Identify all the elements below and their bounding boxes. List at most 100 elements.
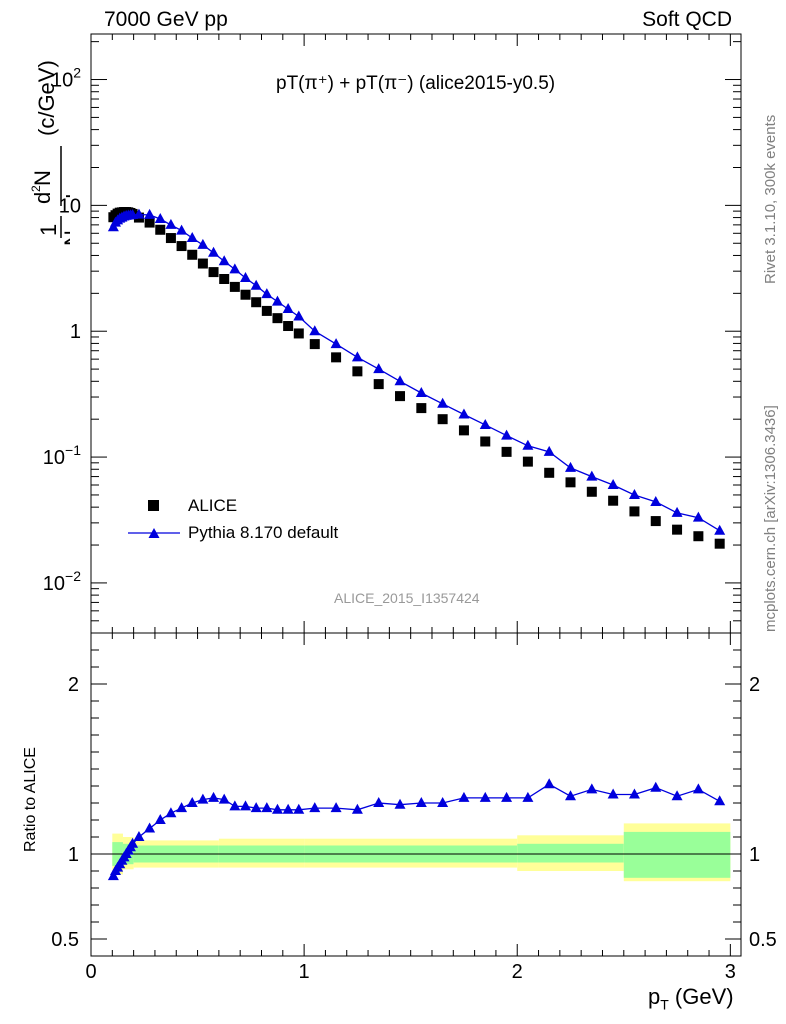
ratio-point-pythia [437, 797, 449, 807]
data-point-pythia [394, 375, 406, 386]
x-axis-label: pT (GeV) [648, 984, 734, 1013]
data-point-alice [283, 321, 294, 332]
data-point-alice [458, 425, 469, 436]
data-point-alice [208, 267, 219, 278]
svg-text:N: N [60, 230, 70, 246]
data-point-pythia [522, 439, 534, 450]
data-point-alice [155, 224, 166, 235]
data-point-pythia [261, 288, 273, 299]
svg-text:N: N [30, 170, 55, 186]
ratio-point-pythia [250, 802, 262, 813]
data-point-alice [165, 233, 176, 244]
legend-label-pythia: Pythia 8.170 default [188, 523, 339, 542]
y-tick-label: 10−2 [43, 568, 81, 595]
ratio-point-pythia [186, 797, 198, 807]
ratio-point-pythia [208, 791, 220, 802]
ratio-point-pythia [671, 790, 683, 801]
ratio-point-pythia [144, 822, 156, 833]
data-point-pythia [154, 212, 166, 223]
y-tick-label: 10−1 [43, 442, 81, 469]
ratio-point-pythia [714, 795, 726, 806]
data-point-pythia [271, 295, 283, 306]
ratio-point-pythia [127, 837, 139, 848]
ratio-point-pythia [309, 802, 321, 813]
ratio-point-pythia [351, 803, 363, 814]
data-point-alice [544, 467, 555, 478]
data-point-alice [608, 495, 619, 506]
data-point-alice [480, 436, 491, 447]
data-point-pythia [714, 524, 726, 535]
svg-text:2: 2 [29, 185, 43, 192]
svg-text:(c/GeV): (c/GeV) [34, 60, 59, 136]
ratio-point-pythia [650, 781, 662, 792]
ratio-y-tick-label-left: 1 [68, 844, 79, 866]
ratio-point-pythia [107, 870, 119, 881]
data-point-alice [629, 506, 640, 517]
ratio-y-tick-label-right: 2 [749, 674, 760, 696]
ratio-point-pythia [229, 800, 241, 811]
data-point-pythia [607, 478, 619, 489]
ratio-point-pythia [218, 793, 230, 804]
x-tick-label: 0 [85, 961, 96, 983]
side-label-bottom: mcplots.cern.ch [arXiv:1306.3436] [762, 405, 779, 632]
header-right: Soft QCD [642, 8, 732, 31]
data-point-alice [219, 273, 230, 284]
ratio-point-pythia [394, 798, 406, 809]
data-point-pythia [293, 310, 305, 321]
legend-label-alice: ALICE [188, 496, 238, 515]
data-point-pythia [586, 470, 598, 481]
svg-text:dp: dp [62, 182, 70, 206]
main-plot-frame [90, 33, 742, 634]
ratio-band-inner [623, 831, 731, 878]
y-axis-label-main: 1 N inel d 2 N dp T dy (c/GeV) [29, 60, 70, 246]
ratio-point-pythia [330, 802, 342, 813]
data-point-pythia [176, 224, 188, 235]
data-point-pythia [218, 255, 230, 266]
ratio-point-pythia [458, 791, 470, 802]
ratio-point-pythia [373, 797, 385, 807]
ratio-point-pythia [607, 788, 619, 799]
plot-title: pT(π⁺) + pT(π⁻) (alice2015-y0.5) [276, 73, 556, 94]
data-point-alice [187, 249, 198, 260]
svg-text:d: d [30, 192, 55, 204]
ratio-y-tick-label-left: 0.5 [51, 929, 79, 951]
data-point-alice [229, 281, 240, 292]
ratio-point-pythia [479, 791, 491, 802]
data-point-pythia [437, 397, 449, 408]
data-point-alice [672, 524, 683, 535]
analysis-id: ALICE_2015_I1357424 [334, 590, 480, 606]
data-point-pythia [479, 418, 491, 429]
ratio-point-pythia [628, 788, 640, 799]
data-point-alice [565, 477, 576, 488]
ratio-point-pythia [282, 803, 294, 814]
data-point-alice [240, 289, 251, 300]
data-point-pythia [250, 279, 262, 290]
ratio-y-tick-label-left: 2 [68, 674, 79, 696]
data-point-alice [416, 403, 427, 414]
data-point-pythia [240, 271, 252, 282]
data-point-alice [501, 446, 512, 457]
ratio-point-pythia [271, 803, 283, 814]
data-point-pythia [165, 218, 177, 229]
y-axis-label-ratio: Ratio to ALICE [22, 747, 39, 852]
data-point-alice [373, 379, 384, 390]
legend-marker-pythia [148, 528, 160, 538]
ratio-point-pythia [543, 778, 555, 789]
data-point-pythia [197, 238, 209, 249]
ratio-y-tick-label-right: 0.5 [749, 929, 777, 951]
data-point-pythia [415, 386, 427, 397]
ratio-point-pythia [415, 797, 427, 807]
data-point-alice [176, 241, 187, 252]
data-point-alice [293, 328, 304, 339]
data-point-alice [272, 313, 283, 324]
ratio-point-pythia [133, 831, 145, 841]
data-point-alice [352, 366, 363, 377]
svg-text:1: 1 [36, 224, 61, 236]
data-point-alice [251, 297, 262, 308]
ratio-point-pythia [165, 807, 177, 818]
ratio-point-pythia [586, 783, 598, 794]
data-point-pythia [282, 303, 294, 314]
data-point-alice [586, 486, 597, 497]
data-point-pythia [373, 363, 385, 374]
side-label-top: Rivet 3.1.10, 300k events [762, 114, 779, 284]
